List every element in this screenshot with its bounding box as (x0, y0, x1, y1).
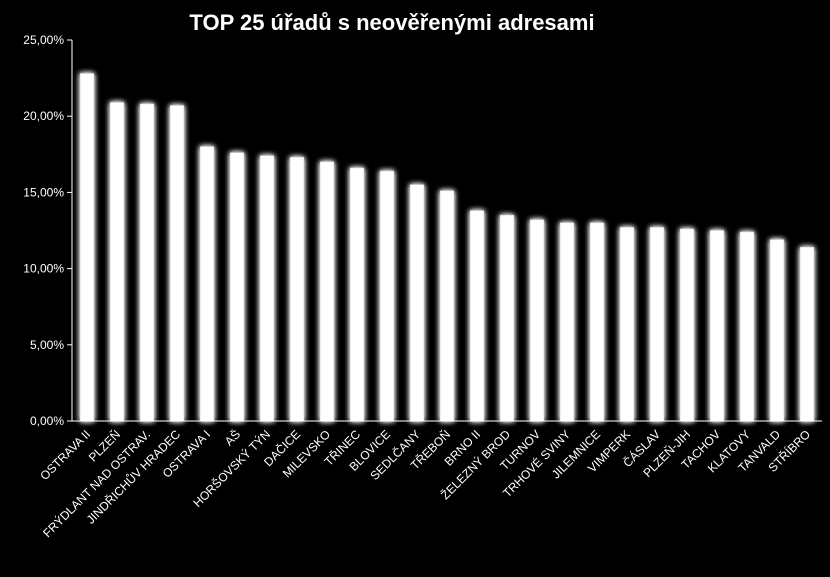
bar (650, 227, 664, 422)
bar (590, 222, 604, 422)
bar (200, 146, 214, 422)
bar (110, 102, 124, 422)
bar (380, 170, 394, 422)
y-tick-label: 25,00% (23, 33, 64, 47)
x-tick-label: AŠ (221, 427, 243, 449)
bars-group (80, 73, 814, 422)
bar (140, 103, 154, 422)
bar (710, 230, 724, 422)
bar (410, 184, 424, 422)
y-tick-label: 5,00% (30, 338, 64, 352)
bar (80, 73, 94, 422)
bar (350, 167, 364, 422)
y-tick-label: 0,00% (30, 414, 64, 428)
bar (800, 247, 814, 422)
bar (680, 228, 694, 422)
y-tick-label: 20,00% (23, 109, 64, 123)
bar (230, 152, 244, 422)
bar (470, 210, 484, 422)
y-tick-label: 10,00% (23, 262, 64, 276)
bar (770, 239, 784, 422)
chart-title: TOP 25 úřadů s neověřenými adresami (189, 10, 594, 35)
bar (440, 190, 454, 422)
bar (500, 215, 514, 422)
bar (290, 157, 304, 422)
bar (530, 219, 544, 422)
bar (170, 105, 184, 422)
y-tick-label: 15,00% (23, 185, 64, 199)
bar (620, 227, 634, 422)
bar (320, 161, 334, 422)
y-axis-ticks: 0,00% 5,00% 10,00% 15,00% 20,00% 25,00% (23, 33, 72, 428)
bar (740, 231, 754, 422)
bar (260, 155, 274, 422)
x-tick-label: OSTRAVA II (37, 427, 93, 483)
bar (560, 222, 574, 422)
